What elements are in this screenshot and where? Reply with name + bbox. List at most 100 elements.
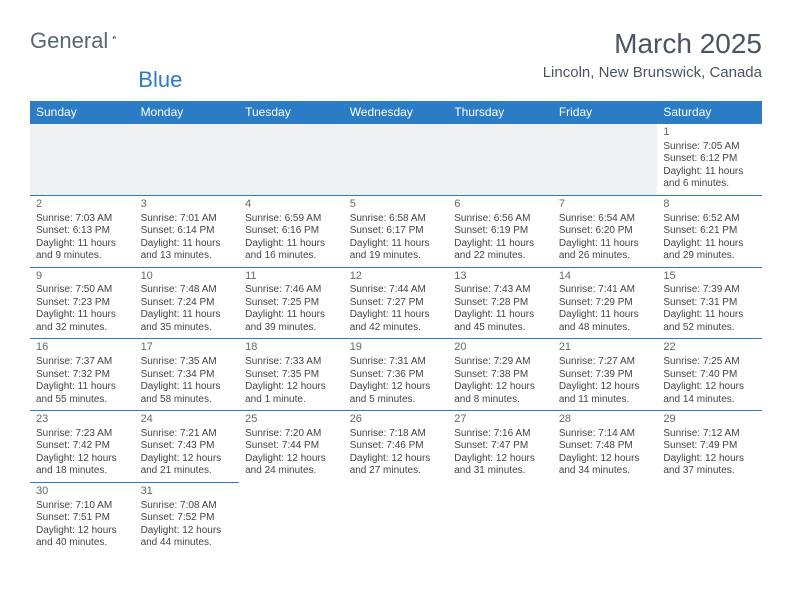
day-cell: 14Sunrise: 7:41 AMSunset: 7:29 PMDayligh… <box>553 267 658 339</box>
day-number: 29 <box>663 413 756 427</box>
day-cell: 24Sunrise: 7:21 AMSunset: 7:43 PMDayligh… <box>135 411 240 483</box>
daylight-line-2: and 1 minute. <box>245 394 338 407</box>
daylight-line-2: and 21 minutes. <box>141 465 234 478</box>
daylight-line-2: and 13 minutes. <box>141 250 234 263</box>
daylight-line-1: Daylight: 11 hours <box>141 238 234 251</box>
calendar-week: 23Sunrise: 7:23 AMSunset: 7:42 PMDayligh… <box>30 411 762 483</box>
daylight-line-1: Daylight: 11 hours <box>559 309 652 322</box>
brand-word-2: Blue <box>138 67 182 93</box>
sunrise-line: Sunrise: 7:46 AM <box>245 284 338 297</box>
daylight-line-2: and 5 minutes. <box>350 394 443 407</box>
daylight-line-1: Daylight: 11 hours <box>663 238 756 251</box>
empty-cell <box>30 124 135 196</box>
weekday-header: Sunday <box>30 101 135 124</box>
daylight-line-2: and 58 minutes. <box>141 394 234 407</box>
sunset-line: Sunset: 7:52 PM <box>141 512 234 525</box>
day-number: 20 <box>454 341 547 355</box>
sunrise-line: Sunrise: 7:33 AM <box>245 356 338 369</box>
sunset-line: Sunset: 7:38 PM <box>454 369 547 382</box>
daylight-line-2: and 45 minutes. <box>454 322 547 335</box>
daylight-line-1: Daylight: 11 hours <box>36 238 129 251</box>
empty-cell <box>239 482 344 553</box>
sunrise-line: Sunrise: 7:25 AM <box>663 356 756 369</box>
sunset-line: Sunset: 7:35 PM <box>245 369 338 382</box>
day-number: 12 <box>350 270 443 284</box>
day-cell: 20Sunrise: 7:29 AMSunset: 7:38 PMDayligh… <box>448 339 553 411</box>
day-number: 25 <box>245 413 338 427</box>
sunset-line: Sunset: 7:36 PM <box>350 369 443 382</box>
day-cell: 26Sunrise: 7:18 AMSunset: 7:46 PMDayligh… <box>344 411 449 483</box>
day-number: 26 <box>350 413 443 427</box>
sunrise-line: Sunrise: 7:44 AM <box>350 284 443 297</box>
sunrise-line: Sunrise: 7:48 AM <box>141 284 234 297</box>
daylight-line-2: and 24 minutes. <box>245 465 338 478</box>
empty-cell <box>135 124 240 196</box>
daylight-line-1: Daylight: 12 hours <box>350 381 443 394</box>
day-number: 23 <box>36 413 129 427</box>
sunrise-line: Sunrise: 7:08 AM <box>141 500 234 513</box>
sunset-line: Sunset: 7:29 PM <box>559 297 652 310</box>
sunrise-line: Sunrise: 7:50 AM <box>36 284 129 297</box>
day-number: 7 <box>559 198 652 212</box>
sunset-line: Sunset: 7:34 PM <box>141 369 234 382</box>
daylight-line-1: Daylight: 11 hours <box>663 166 756 179</box>
weekday-header: Wednesday <box>344 101 449 124</box>
sunset-line: Sunset: 6:13 PM <box>36 225 129 238</box>
daylight-line-1: Daylight: 12 hours <box>350 453 443 466</box>
daylight-line-2: and 16 minutes. <box>245 250 338 263</box>
day-number: 1 <box>663 126 756 140</box>
daylight-line-1: Daylight: 12 hours <box>36 525 129 538</box>
weekday-header: Friday <box>553 101 658 124</box>
daylight-line-1: Daylight: 12 hours <box>559 453 652 466</box>
day-cell: 17Sunrise: 7:35 AMSunset: 7:34 PMDayligh… <box>135 339 240 411</box>
day-number: 24 <box>141 413 234 427</box>
sunset-line: Sunset: 7:25 PM <box>245 297 338 310</box>
daylight-line-2: and 18 minutes. <box>36 465 129 478</box>
day-cell: 27Sunrise: 7:16 AMSunset: 7:47 PMDayligh… <box>448 411 553 483</box>
daylight-line-1: Daylight: 11 hours <box>350 309 443 322</box>
calendar-body: 1Sunrise: 7:05 AMSunset: 6:12 PMDaylight… <box>30 124 762 554</box>
sunrise-line: Sunrise: 7:14 AM <box>559 428 652 441</box>
daylight-line-2: and 22 minutes. <box>454 250 547 263</box>
sunset-line: Sunset: 7:51 PM <box>36 512 129 525</box>
sunset-line: Sunset: 7:46 PM <box>350 440 443 453</box>
day-cell: 6Sunrise: 6:56 AMSunset: 6:19 PMDaylight… <box>448 195 553 267</box>
sunset-line: Sunset: 7:40 PM <box>663 369 756 382</box>
day-cell: 21Sunrise: 7:27 AMSunset: 7:39 PMDayligh… <box>553 339 658 411</box>
day-cell: 23Sunrise: 7:23 AMSunset: 7:42 PMDayligh… <box>30 411 135 483</box>
day-number: 5 <box>350 198 443 212</box>
daylight-line-1: Daylight: 12 hours <box>141 453 234 466</box>
day-number: 3 <box>141 198 234 212</box>
day-cell: 18Sunrise: 7:33 AMSunset: 7:35 PMDayligh… <box>239 339 344 411</box>
month-title: March 2025 <box>543 28 762 60</box>
brand-word-1: General <box>30 28 108 54</box>
day-cell: 8Sunrise: 6:52 AMSunset: 6:21 PMDaylight… <box>657 195 762 267</box>
daylight-line-2: and 27 minutes. <box>350 465 443 478</box>
day-number: 14 <box>559 270 652 284</box>
day-cell: 15Sunrise: 7:39 AMSunset: 7:31 PMDayligh… <box>657 267 762 339</box>
daylight-line-1: Daylight: 12 hours <box>141 525 234 538</box>
sunset-line: Sunset: 7:43 PM <box>141 440 234 453</box>
day-cell: 28Sunrise: 7:14 AMSunset: 7:48 PMDayligh… <box>553 411 658 483</box>
brand-logo: General <box>30 28 140 54</box>
daylight-line-2: and 8 minutes. <box>454 394 547 407</box>
day-number: 4 <box>245 198 338 212</box>
daylight-line-1: Daylight: 11 hours <box>245 238 338 251</box>
daylight-line-1: Daylight: 11 hours <box>663 309 756 322</box>
day-number: 21 <box>559 341 652 355</box>
daylight-line-2: and 42 minutes. <box>350 322 443 335</box>
empty-cell <box>344 124 449 196</box>
daylight-line-1: Daylight: 11 hours <box>36 381 129 394</box>
sunrise-line: Sunrise: 6:59 AM <box>245 213 338 226</box>
empty-cell <box>344 482 449 553</box>
day-number: 13 <box>454 270 547 284</box>
sunset-line: Sunset: 7:44 PM <box>245 440 338 453</box>
sunrise-line: Sunrise: 6:56 AM <box>454 213 547 226</box>
sunrise-line: Sunrise: 6:52 AM <box>663 213 756 226</box>
daylight-line-1: Daylight: 11 hours <box>36 309 129 322</box>
location: Lincoln, New Brunswick, Canada <box>543 64 762 81</box>
sunrise-line: Sunrise: 7:18 AM <box>350 428 443 441</box>
day-number: 15 <box>663 270 756 284</box>
daylight-line-2: and 34 minutes. <box>559 465 652 478</box>
day-cell: 3Sunrise: 7:01 AMSunset: 6:14 PMDaylight… <box>135 195 240 267</box>
